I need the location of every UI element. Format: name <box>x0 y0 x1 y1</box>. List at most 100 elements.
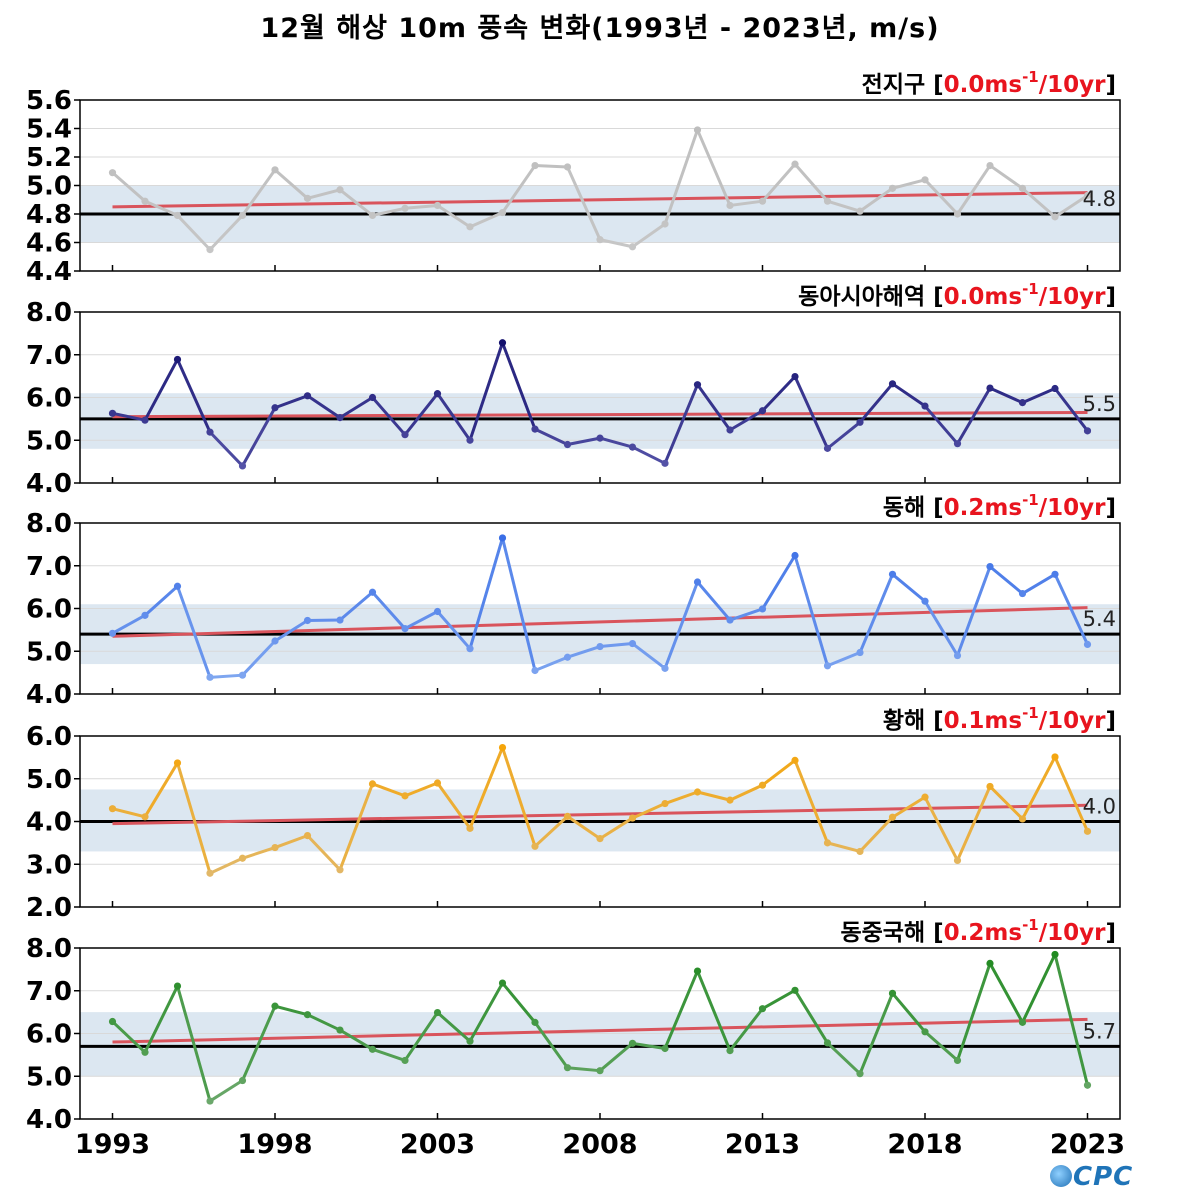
region-name: 황해 [ <box>883 708 944 734</box>
data-point <box>888 380 897 388</box>
data-point <box>401 792 409 800</box>
data-point <box>173 211 182 220</box>
data-point <box>368 1045 377 1053</box>
data-point <box>401 431 409 439</box>
series-segment <box>728 783 764 802</box>
series-segment <box>1021 387 1057 405</box>
series-segment <box>826 651 862 668</box>
x-tick-label: 2003 <box>400 1129 475 1160</box>
bracket-close: ] <box>1105 284 1116 310</box>
data-point <box>1051 753 1059 761</box>
series-segment <box>663 790 699 806</box>
series-segment <box>826 420 862 450</box>
series-segment <box>306 188 342 200</box>
series-segment <box>923 1030 959 1062</box>
data-point <box>238 854 247 862</box>
data-point <box>108 805 117 813</box>
series-segment <box>403 203 439 210</box>
data-point <box>791 372 799 381</box>
series-segment <box>761 162 797 203</box>
data-point <box>661 220 669 228</box>
series-segment <box>858 815 894 853</box>
series-segment <box>956 784 992 862</box>
data-point <box>823 1039 832 1047</box>
data-point <box>758 197 767 205</box>
y-tick-label: 6.0 <box>26 1020 72 1050</box>
data-point <box>303 616 312 625</box>
series-segment <box>143 584 179 617</box>
series-segment <box>956 164 992 216</box>
series-segment <box>306 834 342 872</box>
data-point <box>888 184 897 192</box>
data-point <box>466 223 474 231</box>
y-tick-label: 8.0 <box>26 934 72 964</box>
series-segment <box>631 802 667 820</box>
x-tick-label: 2013 <box>725 1129 800 1160</box>
data-point <box>141 813 149 821</box>
data-point <box>921 1028 929 1036</box>
trend-line <box>112 191 1088 209</box>
data-point <box>108 169 117 177</box>
data-point <box>433 607 442 616</box>
data-point <box>921 402 929 410</box>
data-point <box>531 425 539 433</box>
trend-exponent: -1 <box>1022 280 1039 298</box>
series-segment <box>1053 387 1089 433</box>
series-segment <box>468 341 504 442</box>
data-point <box>336 616 344 624</box>
trend-line <box>112 803 1088 826</box>
series-segment <box>761 375 797 413</box>
series-segment <box>566 436 602 447</box>
data-point <box>758 781 767 789</box>
data-point <box>823 839 832 847</box>
data-point <box>986 384 994 392</box>
data-point <box>141 611 149 619</box>
series-segment <box>176 984 212 1103</box>
series-segment <box>858 991 894 1076</box>
series-segment <box>858 382 894 424</box>
series-segment <box>176 357 212 434</box>
data-point <box>953 1056 962 1065</box>
bracket-close: ] <box>1105 495 1116 521</box>
bracket-close: ] <box>1105 72 1116 98</box>
series-segment <box>793 162 829 203</box>
y-tick-label: 4.0 <box>26 1105 72 1135</box>
series-segment <box>143 199 179 217</box>
region-name: 동아시아해역 [ <box>798 284 943 310</box>
trend-exponent: -1 <box>1022 704 1039 722</box>
y-tick-label: 5.0 <box>26 426 72 456</box>
data-point <box>856 207 864 215</box>
data-point <box>693 381 702 389</box>
data-point <box>108 1017 117 1026</box>
data-point <box>628 1039 637 1047</box>
data-point <box>498 979 507 987</box>
series-segment <box>241 406 277 468</box>
trend-value: 0.0ms <box>944 284 1022 310</box>
trend-line <box>112 606 1088 638</box>
data-point <box>466 824 474 832</box>
series-segment <box>436 203 472 229</box>
y-tick-label: 5.0 <box>26 172 72 202</box>
series-segment <box>858 186 894 213</box>
data-point <box>986 161 994 170</box>
series-segment <box>533 427 569 447</box>
series-segment <box>631 222 667 249</box>
series-segment <box>1021 952 1057 1024</box>
data-point <box>466 436 474 444</box>
x-tick-label: 2023 <box>1050 1129 1125 1160</box>
chart-title: 12월 해상 10m 풍속 변화(1993년 - 2023년, m/s) <box>260 13 940 44</box>
y-tick-label: 7.0 <box>26 341 72 371</box>
data-point <box>693 578 702 586</box>
series-segment <box>403 1011 439 1062</box>
y-tick-label: 7.0 <box>26 977 72 1007</box>
trend-exponent: -1 <box>1022 491 1039 509</box>
data-point <box>758 407 767 415</box>
series-segment <box>663 969 699 1050</box>
data-point <box>1018 1018 1027 1026</box>
data-point <box>628 243 637 251</box>
series-segment <box>761 553 797 611</box>
data-point <box>271 166 279 174</box>
data-point <box>726 1047 734 1055</box>
data-point <box>173 355 182 364</box>
